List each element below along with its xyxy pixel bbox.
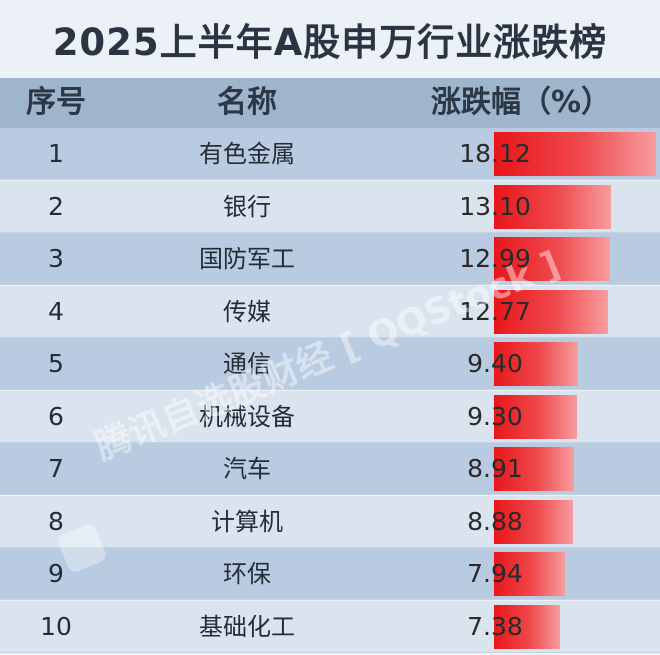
change-bar <box>494 604 560 649</box>
row-industry-name: 机械设备 <box>199 402 295 431</box>
change-bar <box>494 132 656 176</box>
table-row: 9 环保 7.94 <box>0 548 660 600</box>
row-change-value: 7.94 <box>467 559 523 588</box>
row-rank: 9 <box>48 559 64 588</box>
row-industry-name: 环保 <box>223 560 271 588</box>
row-industry-name: 有色金属 <box>199 140 295 168</box>
table-row: 2 银行 13.10 <box>0 180 660 233</box>
row-rank: 1 <box>48 139 64 168</box>
table-row: 5 通信 9.40 <box>0 338 660 390</box>
row-change-value: 7.38 <box>467 611 523 641</box>
row-change-value: 12.99 <box>459 244 531 273</box>
title-bar: 2025上半年A股申万行业涨跌榜 <box>0 0 660 78</box>
row-change-value: 12.77 <box>459 296 531 326</box>
table-row: 1 有色金属 18.12 <box>0 128 660 180</box>
change-bar <box>494 499 573 544</box>
table-row: 3 国防军工 12.99 <box>0 233 660 285</box>
change-bar <box>494 289 608 334</box>
header-rank: 序号 <box>26 85 86 120</box>
change-bar <box>494 394 577 439</box>
row-rank: 7 <box>48 454 64 483</box>
change-bar <box>494 447 574 491</box>
row-change-value: 8.91 <box>467 454 523 483</box>
row-industry-name: 通信 <box>223 350 271 378</box>
row-rank: 8 <box>48 506 64 536</box>
header-name: 名称 <box>217 85 277 120</box>
row-industry-name: 计算机 <box>211 507 283 536</box>
table-row: 10 基础化工 7.38 <box>0 600 660 653</box>
row-rank: 2 <box>48 191 64 221</box>
table-row: 6 机械设备 9.30 <box>0 390 660 443</box>
row-rank: 10 <box>40 611 72 641</box>
change-bar <box>494 552 565 596</box>
change-bar <box>494 237 610 281</box>
row-industry-name: 银行 <box>223 192 271 221</box>
table-header: 序号 名称 涨跌幅（%） <box>0 78 660 128</box>
header-change: 涨跌幅（%） <box>430 85 612 120</box>
row-change-value: 8.88 <box>467 506 523 536</box>
row-industry-name: 传媒 <box>223 297 271 326</box>
row-rank: 5 <box>48 349 64 378</box>
change-bar <box>494 184 611 229</box>
row-rank: 4 <box>48 296 64 326</box>
table-row: 4 传媒 12.77 <box>0 285 660 338</box>
change-bar <box>494 342 578 386</box>
row-industry-name: 基础化工 <box>199 612 295 641</box>
row-industry-name: 汽车 <box>223 455 271 483</box>
row-change-value: 9.30 <box>467 401 523 431</box>
page-title: 2025上半年A股申万行业涨跌榜 <box>52 21 608 64</box>
table-row: 7 汽车 8.91 <box>0 443 660 495</box>
row-industry-name: 国防军工 <box>199 245 295 273</box>
row-rank: 3 <box>48 244 64 273</box>
table-row: 8 计算机 8.88 <box>0 495 660 548</box>
row-change-value: 18.12 <box>459 139 531 168</box>
row-change-value: 13.10 <box>459 191 531 221</box>
row-change-value: 9.40 <box>467 349 523 378</box>
table-body: 1 有色金属 18.12 2 银行 13.10 3 国防军工 12.99 4 传媒 12.77 5 通信 9… <box>0 128 660 655</box>
row-rank: 6 <box>48 401 64 431</box>
